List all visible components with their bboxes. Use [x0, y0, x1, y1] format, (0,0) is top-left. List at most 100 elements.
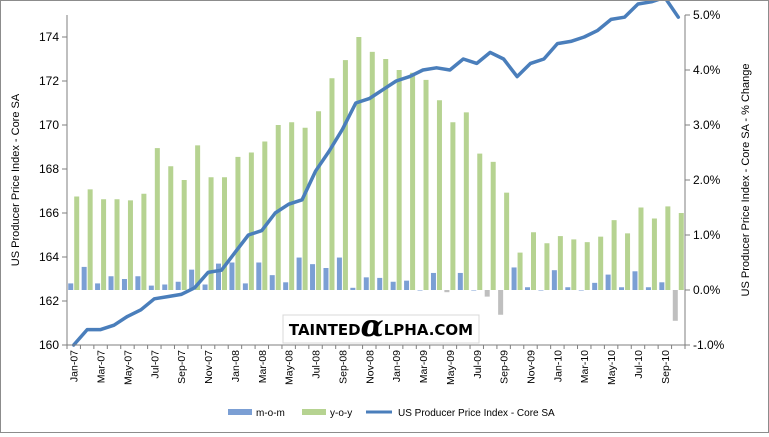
- yoy-bar: [531, 232, 536, 290]
- yoy-bar: [154, 148, 160, 290]
- mom-bar: [417, 290, 423, 291]
- yoy-bar: [208, 177, 214, 290]
- yoy-bar: [477, 153, 483, 290]
- mom-bar: [189, 269, 195, 290]
- mom-bar: [175, 281, 181, 290]
- yoy-bar: [665, 206, 671, 290]
- yoy-bar: [557, 236, 563, 290]
- right-tick-label: -1.0%: [693, 338, 725, 352]
- right-tick-label: 3.0%: [693, 118, 721, 132]
- mom-bar: [659, 282, 665, 290]
- x-tick-label: Mar-10: [579, 350, 591, 383]
- mom-bar: [457, 272, 463, 290]
- mom-bar: [310, 264, 316, 290]
- mom-bar: [578, 290, 584, 291]
- x-axis-ticks: Jan-07 Mar-07 May-07 Jul-07 Sep-07 Nov-07 Jan-…: [66, 345, 686, 385]
- yoy-bar: [436, 100, 442, 290]
- yoy-bar: [490, 161, 496, 290]
- mom-bar: [592, 282, 598, 290]
- legend-swatch-mom: [228, 409, 252, 415]
- x-tick-label: Sep-09: [499, 350, 511, 384]
- x-tick-label: Jan-07: [69, 350, 81, 382]
- x-tick-label: May-10: [606, 350, 618, 385]
- yoy-bar: [625, 233, 631, 290]
- yoy-bar: [342, 60, 348, 290]
- x-tick-label: Jul-08: [311, 350, 323, 379]
- right-axis-ticks: -1.0% 0.0% 1.0% 2.0% 3.0% 4.0% 5.0%: [685, 8, 725, 352]
- yoy-bar: [101, 199, 107, 290]
- mom-bar: [202, 284, 208, 290]
- mom-bar: [538, 290, 544, 291]
- x-tick-label: May-09: [445, 350, 457, 385]
- yoy-bar: [127, 200, 133, 290]
- legend-item-yoy: y-o-y: [302, 408, 352, 419]
- legend-label-mom: m-o-m: [256, 408, 285, 419]
- yoy-bar: [383, 59, 389, 290]
- yoy-bar: [678, 213, 684, 290]
- yoy-bar: [463, 112, 469, 290]
- yoy-bar: [181, 180, 187, 290]
- mom-bar: [229, 262, 235, 290]
- svg-text:TAINTEDαLPHA.COM: TAINTEDαLPHA.COM: [289, 309, 473, 344]
- mom-bar: [672, 290, 678, 321]
- yoy-bar: [262, 141, 268, 290]
- yoy-bar: [195, 145, 201, 290]
- mom-bar: [645, 287, 651, 290]
- yoy-bar: [329, 78, 335, 290]
- x-tick-label: Jul-10: [633, 350, 645, 379]
- mom-bar: [404, 280, 410, 290]
- yoy-bar: [74, 196, 80, 290]
- yoy-bar: [544, 243, 550, 290]
- yoy-bar: [168, 166, 174, 290]
- left-tick-label: 164: [39, 250, 59, 264]
- yoy-bar: [87, 189, 93, 290]
- yoy-bar: [396, 70, 402, 290]
- mom-bar: [162, 284, 168, 290]
- mom-bar: [256, 262, 262, 290]
- yoy-bar: [302, 127, 308, 290]
- yoy-bar: [584, 242, 590, 290]
- legend-label-index: US Producer Price Index - Core SA: [398, 408, 555, 419]
- x-tick-label: Nov-08: [364, 350, 376, 384]
- legend-item-mom: m-o-m: [228, 408, 285, 419]
- x-tick-label: Sep-07: [176, 350, 188, 384]
- right-tick-label: 0.0%: [693, 283, 721, 297]
- left-tick-label: 168: [39, 162, 59, 176]
- yoy-bar: [423, 79, 429, 291]
- right-axis-title: US Producer Price Index - Core SA - % Ch…: [740, 64, 752, 297]
- x-tick-label: Mar-09: [418, 350, 430, 383]
- right-tick-label: 1.0%: [693, 228, 721, 242]
- yoy-bar: [369, 51, 375, 290]
- yoy-bar: [289, 122, 295, 290]
- yoy-bar: [450, 122, 456, 290]
- mom-bar: [121, 279, 127, 290]
- mom-bar: [377, 277, 383, 290]
- right-tick-label: 4.0%: [693, 63, 721, 77]
- x-tick-label: Jul-09: [472, 350, 484, 379]
- yoy-bar: [571, 239, 577, 290]
- yoy-bar: [410, 72, 416, 290]
- mom-bar: [336, 257, 342, 290]
- x-tick-label: Jan-08: [230, 350, 242, 382]
- yoy-bar: [222, 177, 227, 290]
- mom-bar: [95, 283, 101, 290]
- left-tick-label: 172: [39, 74, 59, 88]
- x-tick-label: Mar-08: [257, 350, 269, 383]
- mom-bar: [135, 276, 141, 290]
- left-tick-label: 162: [39, 294, 59, 308]
- mom-bar: [619, 287, 625, 290]
- mom-bars: [68, 257, 678, 321]
- mom-bar: [68, 283, 74, 290]
- mom-bar: [363, 277, 369, 290]
- mom-bar: [390, 281, 396, 290]
- left-axis-title: US Producer Price Index - Core SA: [10, 93, 22, 266]
- yoy-bar: [248, 152, 254, 290]
- left-axis-ticks: 160 162 164 166 168 170 172 174: [39, 30, 67, 352]
- mom-bar: [242, 283, 248, 290]
- mom-bar: [444, 290, 450, 293]
- yoy-bar: [235, 156, 241, 290]
- yoy-bar: [651, 218, 657, 290]
- left-tick-label: 174: [39, 30, 59, 44]
